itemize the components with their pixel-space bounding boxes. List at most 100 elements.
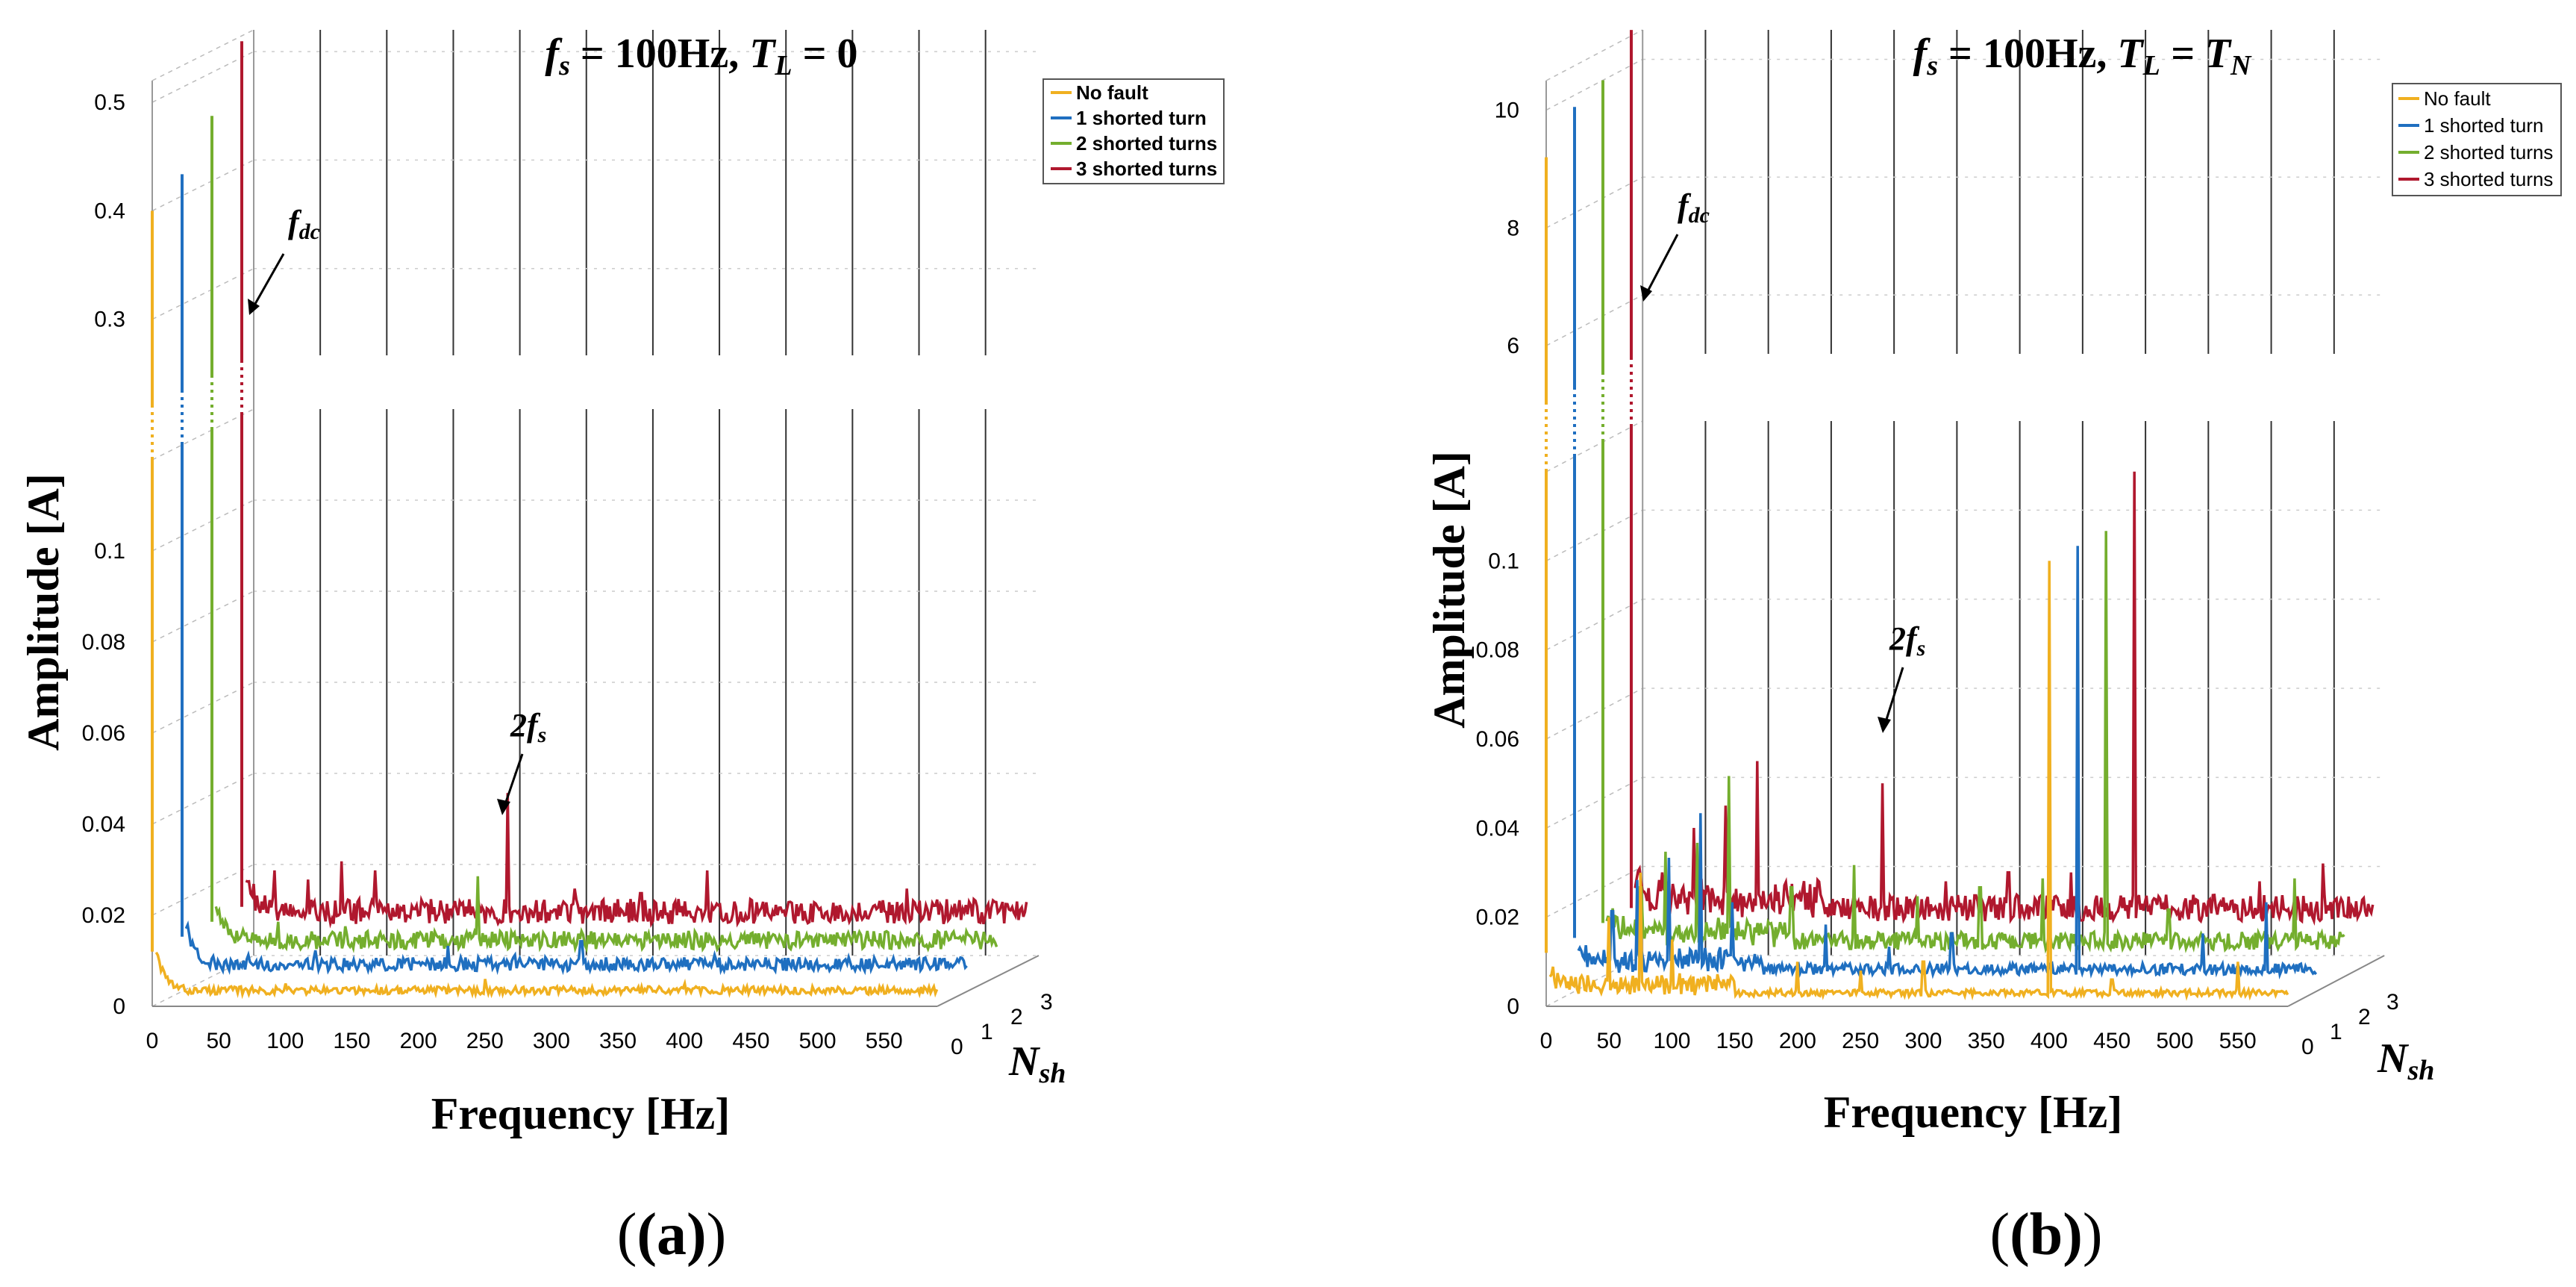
tick-labels-a: 0 50 100 150 200 250 300 350 400 450 500 550 012300.… <box>82 90 1053 1059</box>
series-no-fault <box>1545 157 2289 1001</box>
series-1-shorted-turn <box>1573 107 2318 980</box>
legend-label: 1 shorted turn <box>1076 107 1207 129</box>
y-tick-label: 0.4 <box>94 199 125 223</box>
z-axis-line <box>937 955 1040 1007</box>
panel-label-b: ((b)) <box>1989 1202 2102 1268</box>
series-trace <box>1548 561 2289 1001</box>
svg-text:fdc: fdc <box>288 204 320 244</box>
series-trace <box>154 951 939 1000</box>
legend-label: 3 shorted turns <box>2424 168 2553 190</box>
z-tick-label: 3 <box>1040 990 1053 1015</box>
x-tick-label: 400 <box>666 1029 703 1053</box>
side-grid-line <box>151 955 254 1007</box>
x-tick-label: 150 <box>333 1029 370 1053</box>
series-group-a <box>151 41 1028 1000</box>
legend-a: No fault 1 shorted turn 2 shorted turns 3 s… <box>1042 78 1225 184</box>
y-tick-label: 0.1 <box>94 539 125 564</box>
x-tick-label: 400 <box>2031 1029 2068 1053</box>
x-tick-label: 550 <box>866 1029 903 1053</box>
annotation-2fs-a: 2fs <box>497 707 546 815</box>
x-tick-label: 500 <box>2156 1029 2193 1053</box>
legend-label: 1 shorted turn <box>2424 114 2543 137</box>
z-axis-label-b: Nsh <box>2377 1035 2434 1086</box>
series-3-shorted-turns <box>1630 30 2375 926</box>
x-tick-label: 450 <box>2093 1029 2130 1053</box>
x-tick-label: 50 <box>1597 1029 1622 1053</box>
side-grid-line <box>1545 58 1643 111</box>
z-axis-label-a: Nsh <box>1008 1038 1066 1089</box>
side-grid-line <box>151 499 254 552</box>
x-tick-label: 50 <box>206 1029 231 1053</box>
legend-label: No fault <box>2424 87 2491 110</box>
y-tick-label: 10 <box>1495 98 1519 122</box>
x-tick-label: 250 <box>466 1029 504 1053</box>
y-tick-label: 6 <box>1507 334 1519 358</box>
y-axis-label-b: Amplitude [A] <box>1425 451 1474 729</box>
series-trace <box>184 920 968 976</box>
z-tick-label: 3 <box>2386 990 2399 1015</box>
x-tick-label: 300 <box>1904 1029 1942 1053</box>
x-axis-label-a: Frequency [Hz] <box>431 1089 730 1138</box>
side-grid-line <box>151 159 254 212</box>
panel-a: 0 50 100 150 200 250 300 350 400 450 500 550 012300.… <box>19 29 1225 1268</box>
y-tick-label: 0.08 <box>82 630 125 655</box>
series-1-shorted-turn <box>181 174 968 976</box>
series-no-fault <box>151 211 939 1000</box>
annotation-fdc-b: fdc <box>1640 187 1710 302</box>
x-tick-label: 500 <box>798 1029 836 1053</box>
z-axis-line <box>2287 955 2385 1007</box>
y-tick-label: 0.3 <box>94 308 125 332</box>
series-trace <box>1577 546 2318 980</box>
axes-frame-b <box>1545 29 2385 1007</box>
x-tick-label: 350 <box>1968 1029 2005 1053</box>
legend-label: 3 shorted turns <box>1076 158 1217 180</box>
x-tick-label: 0 <box>1540 1029 1553 1053</box>
y-axis-label-a: Amplitude [A] <box>19 473 68 751</box>
side-grid-line <box>1545 688 1643 740</box>
y-tick-label: 0.08 <box>1476 638 1519 663</box>
legend-label: 2 shorted turns <box>1076 132 1217 155</box>
series-2-shorted-turns <box>1601 80 2345 955</box>
side-grid-line <box>1545 599 1643 651</box>
side-grid-line <box>1545 176 1643 228</box>
y-tick-label: 0.06 <box>1476 727 1519 752</box>
legend-label: 2 shorted turns <box>2424 141 2553 163</box>
annotation-2fs-b: 2fs <box>1878 620 1925 733</box>
z-tick-label: 1 <box>2330 1020 2342 1044</box>
side-grid-line <box>1545 294 1643 346</box>
x-tick-label: 100 <box>266 1029 304 1053</box>
x-tick-label: 150 <box>1716 1029 1754 1053</box>
series-3-shorted-turns <box>240 41 1028 929</box>
edge-line <box>1545 29 1643 81</box>
y-tick-label: 0 <box>1507 994 1519 1019</box>
y-tick-label: 0.02 <box>82 903 125 928</box>
x-tick-label: 0 <box>146 1029 159 1053</box>
svg-text:2fs: 2fs <box>510 707 546 747</box>
panel-b: 0 50 100 150 200 250 300 350 400 450 500 550 012300.… <box>1425 29 2562 1268</box>
y-tick-label: 0.04 <box>82 812 125 837</box>
x-tick-label: 250 <box>1842 1029 1879 1053</box>
z-tick-label: 0 <box>951 1035 963 1059</box>
series-2-shorted-turns <box>210 116 998 953</box>
panel-label-a: ((a)) <box>617 1202 727 1268</box>
side-grid-line <box>151 864 254 916</box>
x-tick-label: 550 <box>2219 1029 2257 1053</box>
annotation-fdc-a: fdc <box>248 204 320 315</box>
edge-line <box>151 29 254 81</box>
side-grid-line <box>1545 509 1643 561</box>
side-grid-line <box>151 268 254 320</box>
series-trace <box>1605 531 2345 955</box>
series-trace <box>245 793 1028 929</box>
side-grid-line <box>1545 866 1643 918</box>
y-tick-label: 0.1 <box>1488 549 1519 573</box>
x-tick-label: 100 <box>1653 1029 1690 1053</box>
series-trace <box>1634 471 2375 926</box>
side-grid-line <box>151 773 254 825</box>
x-tick-label: 200 <box>400 1029 437 1053</box>
legend-b: No fault 1 shorted turn 2 shorted turns 3 s… <box>2392 83 2562 196</box>
y-tick-label: 0.5 <box>94 90 125 115</box>
series-trace <box>214 876 998 953</box>
y-tick-label: 0.06 <box>82 721 125 746</box>
y-tick-label: 0.04 <box>1476 816 1519 841</box>
